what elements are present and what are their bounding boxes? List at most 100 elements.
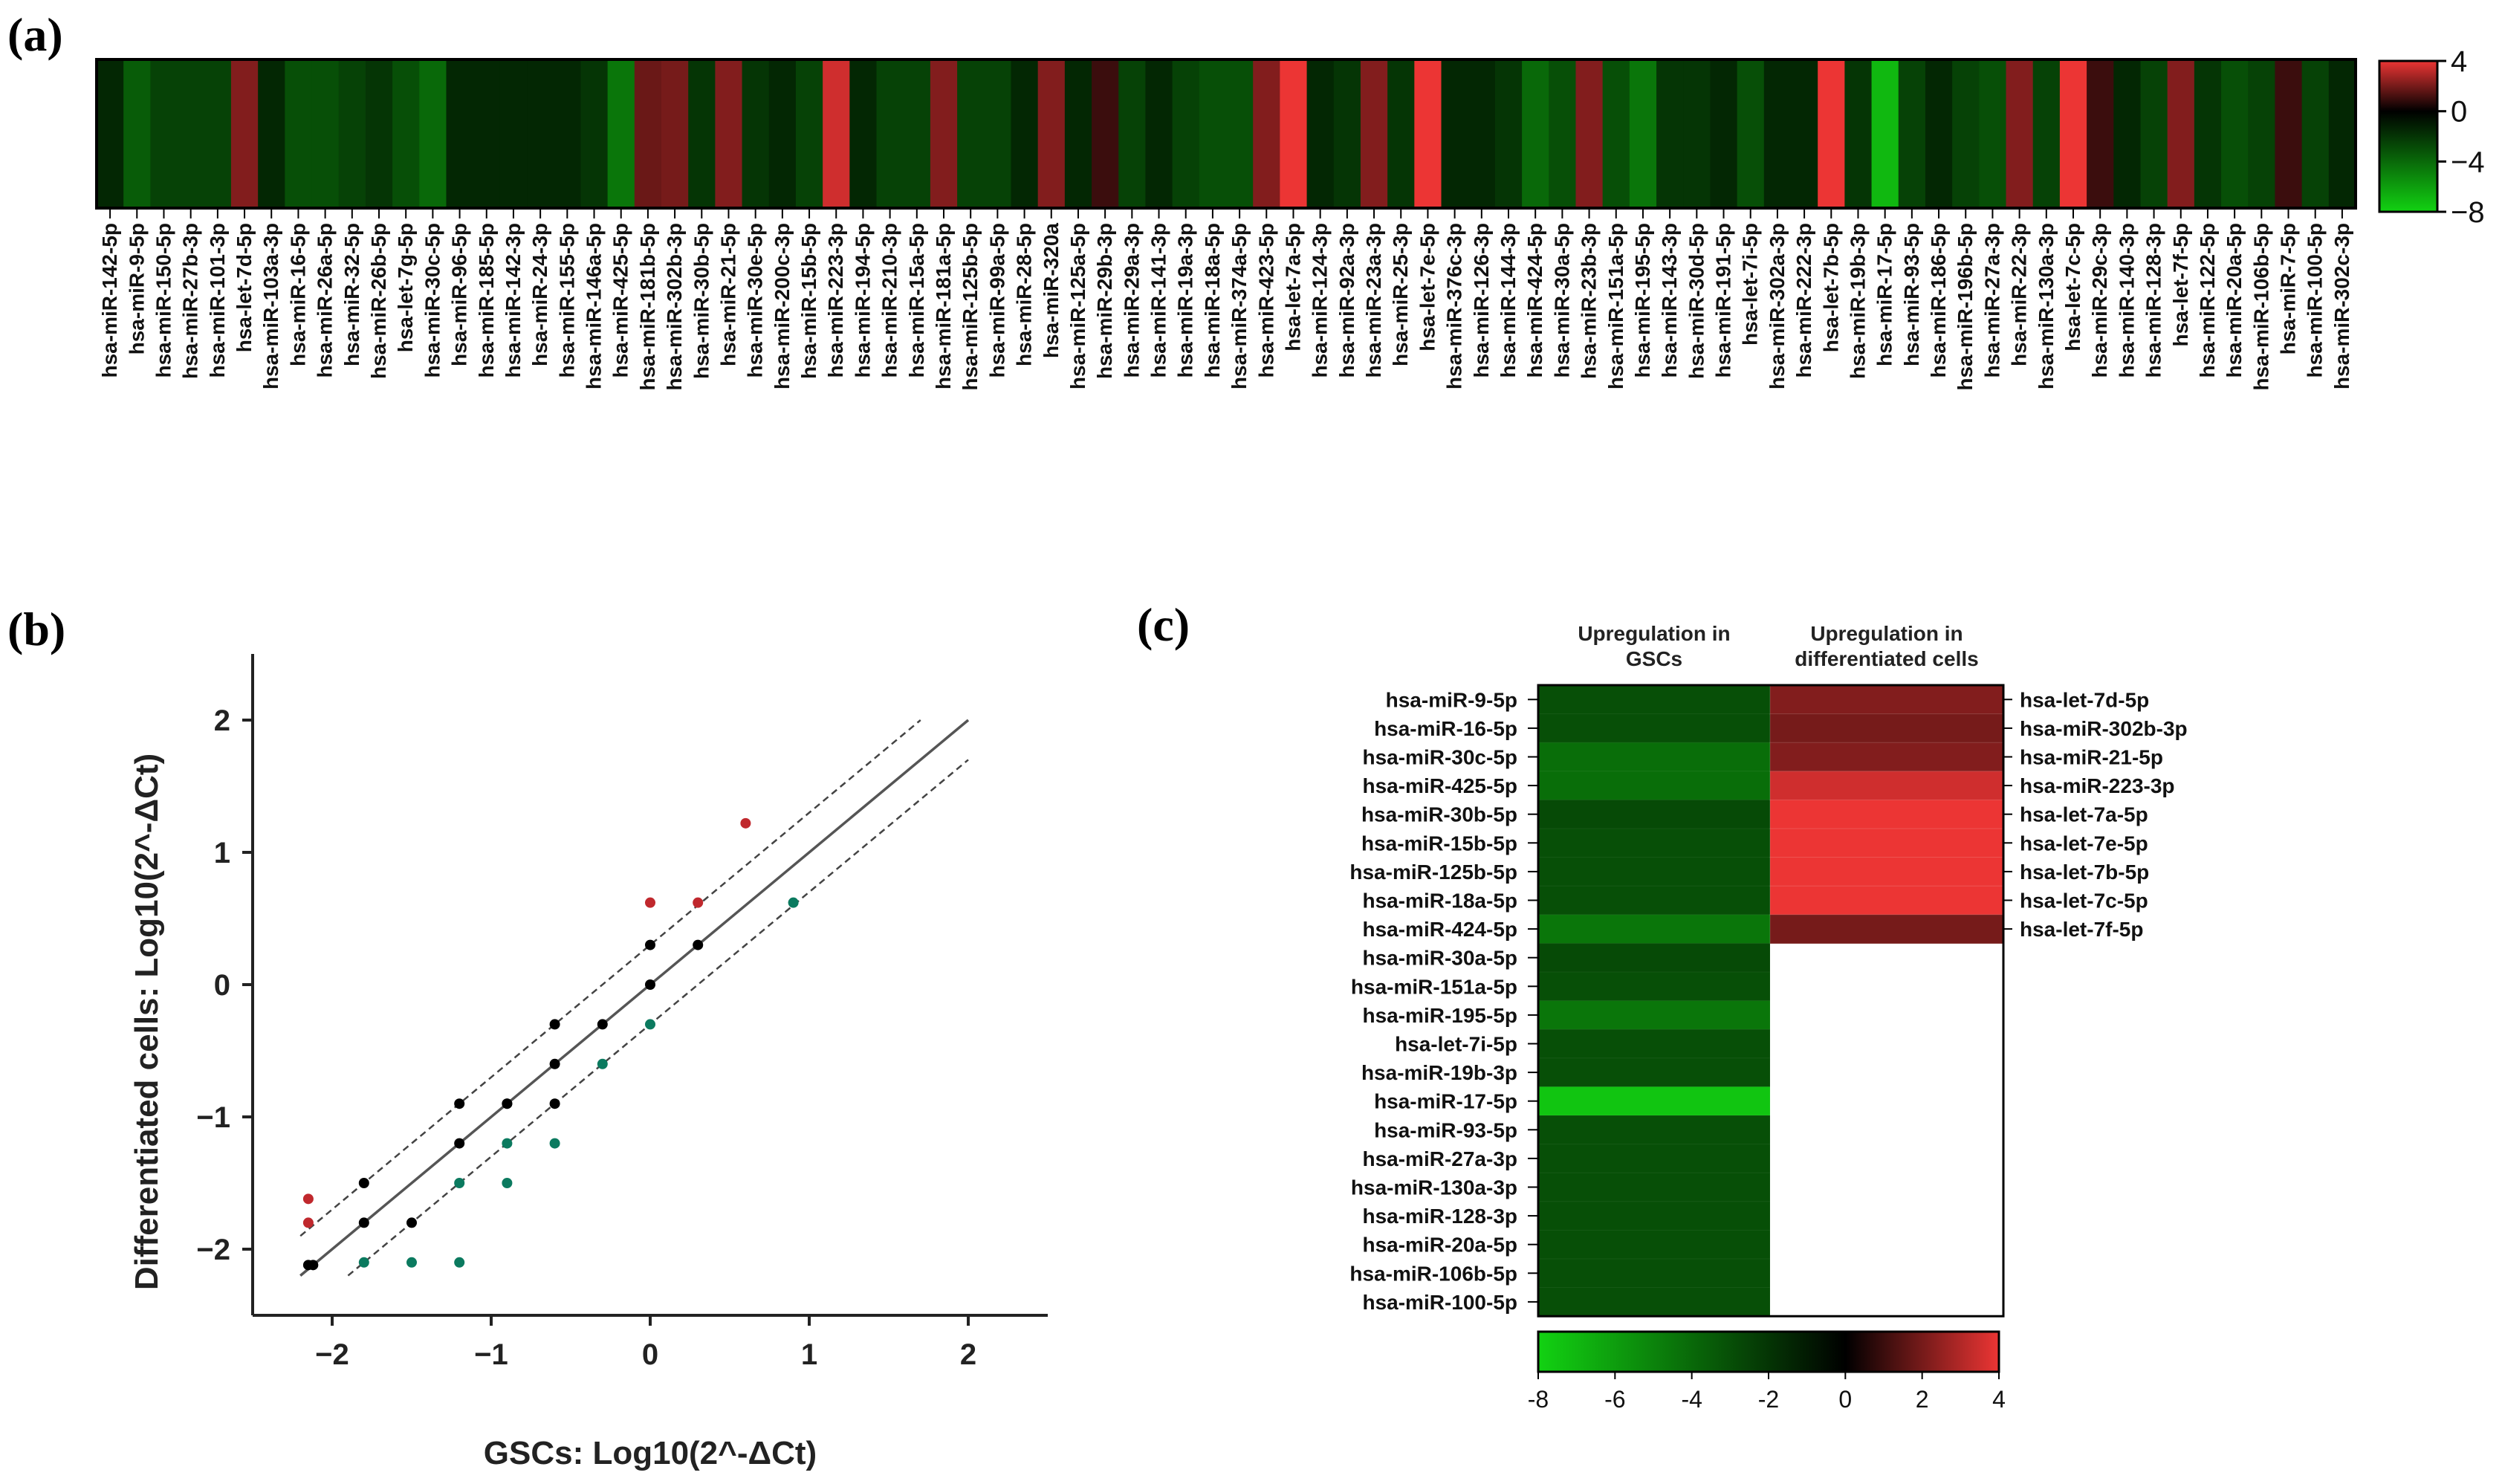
heatmap-a-label: hsa-let-7e-5p [1416, 223, 1439, 351]
heatmap-a-cell [1145, 59, 1173, 208]
heatmap-c-diff-cell [1769, 684, 2004, 715]
heatmap-a-label: hsa-miR-124-3p [1309, 223, 1332, 378]
heatmap-a-label: hsa-miR-200c-3p [771, 223, 794, 389]
heatmap-a-label: hsa-miR-103a-3p [259, 223, 282, 389]
y-tick-label: −2 [196, 1234, 230, 1266]
heatmap-a-label: hsa-miR-24-3p [528, 223, 551, 366]
heatmap-a-label: hsa-let-7f-5p [2169, 223, 2192, 346]
heatmap-a-cell [446, 59, 474, 208]
scatter-point-up-in-differentiated [302, 1217, 314, 1228]
heatmap-a-cell [1871, 59, 1899, 208]
heatmap-c-gsc-cell [1537, 857, 1771, 887]
x-tick-label: −2 [315, 1338, 349, 1371]
heatmap-c-diff-label: hsa-miR-21-5p [2020, 746, 2163, 769]
heatmap-c-gsc-cell [1537, 1057, 1771, 1088]
heatmap-c-gsc-cell [1537, 1115, 1771, 1145]
y-axis-title: Differentiated cells: Log10(2^-ΔCt) [129, 754, 165, 1290]
heatmap-c-diff-label: hsa-let-7a-5p [2020, 803, 2148, 826]
heatmap-c-gsc-label: hsa-miR-20a-5p [1362, 1234, 1517, 1257]
x-axis-title: GSCs: Log10(2^-ΔCt) [484, 1435, 817, 1471]
heatmap-a-label: hsa-miR-30e-5p [744, 223, 767, 378]
heatmap-a-label: hsa-miR-29b-3p [1093, 223, 1116, 379]
heatmap-c-gsc-label: hsa-miR-18a-5p [1362, 890, 1517, 913]
heatmap-a-label: hsa-miR-16-5p [286, 223, 309, 366]
heatmap-a-colorbar: 4 0 −4 −8 [2378, 45, 2485, 229]
heatmap-a-label: hsa-miR-126-3p [1470, 223, 1493, 378]
heatmap-a-cell [473, 59, 501, 208]
colorbar-c-tick-label: -2 [1758, 1386, 1779, 1413]
heatmap-a-cell [2059, 59, 2087, 208]
heatmap-c-gsc-cell [1537, 1258, 1771, 1289]
heatmap-a-label: hsa-miR-423-5p [1254, 223, 1277, 378]
heatmap-a-cell [823, 59, 850, 208]
heatmap-a-cell [311, 59, 340, 208]
heatmap-a-cell [258, 59, 285, 208]
heatmap-a-cell [1011, 59, 1039, 208]
colorbar-c-tick-label: 0 [1838, 1386, 1852, 1413]
scatter-point-unchanged [693, 939, 704, 950]
heatmap-c-diff-label: hsa-let-7b-5p [2020, 861, 2149, 884]
heatmap-a-label: hsa-miR-22-3p [2008, 223, 2031, 366]
heatmap-a-label: hsa-miR-106b-5p [2249, 223, 2272, 391]
heatmap-a-cell [1064, 59, 1092, 208]
heatmap-a-cell [580, 59, 609, 208]
column-header-gscs: Upregulation in [1578, 622, 1730, 645]
x-tick-label: 2 [960, 1338, 976, 1371]
x-tick-label: 0 [642, 1338, 658, 1371]
heatmap-c-gsc-cell [1537, 771, 1771, 801]
heatmap-c-diff-label: hsa-miR-302b-3p [2020, 717, 2188, 740]
heatmap-a-label: hsa-miR-29c-3p [2088, 223, 2111, 378]
heatmap-c-diff-cell [1769, 828, 2004, 858]
heatmap-c-gsc-label: hsa-miR-19b-3p [1361, 1061, 1517, 1084]
scatter-point-up-in-GSCs [454, 1257, 465, 1268]
heatmap-a-cell [150, 59, 178, 208]
heatmap-a-cell [1468, 59, 1496, 208]
heatmap-c-diff-cell [1769, 799, 2004, 830]
heatmap-a-label: hsa-miR-191-5p [1712, 223, 1735, 378]
heatmap-a-cell [2301, 59, 2330, 208]
heatmap-c-gsc-label: hsa-miR-130a-3p [1351, 1176, 1517, 1199]
heatmap-a-cell [1737, 59, 1765, 208]
heatmap-a-label: hsa-miR-181a-5p [932, 223, 955, 389]
scatter-point-unchanged [502, 1098, 513, 1109]
heatmap-c-gsc-label: hsa-miR-128-3p [1362, 1205, 1517, 1228]
scatter-point-up-in-differentiated [693, 897, 704, 908]
heatmap-a-label: hsa-miR-28-5p [1013, 223, 1036, 366]
heatmap-a-cell [742, 59, 770, 208]
heatmap-a-cell [1172, 59, 1200, 208]
scatter-point-unchanged [549, 1098, 560, 1109]
heatmap-a-cell [2140, 59, 2168, 208]
heatmap-c-gsc-label: hsa-miR-15b-5p [1361, 832, 1517, 855]
heatmap-a-cell [1037, 59, 1066, 208]
heatmap-c-gsc-label: hsa-miR-27a-3p [1362, 1147, 1517, 1170]
heatmap-c-gsc-cell [1537, 799, 1771, 830]
heatmap-a-label: hsa-miR-30d-5p [1685, 223, 1708, 379]
colorbar-c-tick-label: -4 [1681, 1386, 1702, 1413]
scatter-point-up-in-GSCs [406, 1257, 417, 1268]
heatmap-a-cell [1952, 59, 1980, 208]
heatmap-c-gsc-cell [1537, 742, 1771, 772]
heatmap-a-label: hsa-miR-26a-5p [314, 223, 337, 378]
heatmap-c-gsc-cell [1537, 1287, 1771, 1318]
heatmap-a-cell [1575, 59, 1604, 208]
heatmap-c-gsc-cell [1537, 1144, 1771, 1174]
heatmap-a-label: hsa-miR-122-5p [2196, 223, 2219, 378]
heatmap-a-label: hsa-miR-140-3p [2115, 223, 2138, 378]
heatmap-a-cell [392, 59, 420, 208]
heatmap-a-label: hsa-miR-29a-3p [1120, 223, 1143, 378]
heatmap-a-cell [2221, 59, 2249, 208]
heatmap-a-label: hsa-miR-19b-3p [1846, 223, 1869, 379]
heatmap-a-cell [554, 59, 582, 208]
heatmap-c-gsc-cell [1537, 1028, 1771, 1059]
heatmap-a-label: hsa-miR-93-5p [1900, 223, 1923, 366]
heatmap-a-label: hsa-miR-100-5p [2304, 223, 2327, 378]
heatmap-a-label: hsa-miR-25-3p [1389, 223, 1412, 366]
heatmap-a-cell [177, 59, 205, 208]
heatmap-a-label: hsa-miR-146a-5p [583, 223, 606, 389]
heatmap-a-label: hsa-miR-424-5p [1523, 223, 1546, 378]
scatter-point-unchanged [406, 1217, 417, 1228]
heatmap-a-label: hsa-miR-130a-3p [2035, 223, 2058, 389]
heatmap-a-label: hsa-miR-30a-5p [1550, 223, 1573, 378]
heatmap-a-label: hsa-miR-223-3p [824, 223, 847, 378]
